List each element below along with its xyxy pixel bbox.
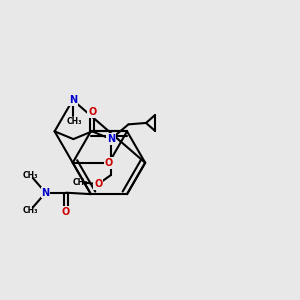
Text: O: O xyxy=(94,179,102,189)
Text: O: O xyxy=(105,158,113,168)
Text: O: O xyxy=(62,207,70,217)
Text: N: N xyxy=(41,188,50,198)
Text: CH₃: CH₃ xyxy=(73,178,88,187)
Text: N: N xyxy=(107,134,115,144)
Text: N: N xyxy=(69,95,77,105)
Text: CH₃: CH₃ xyxy=(22,171,38,180)
Text: CH₃: CH₃ xyxy=(66,117,82,126)
Text: O: O xyxy=(88,107,96,117)
Text: CH₃: CH₃ xyxy=(22,206,38,215)
